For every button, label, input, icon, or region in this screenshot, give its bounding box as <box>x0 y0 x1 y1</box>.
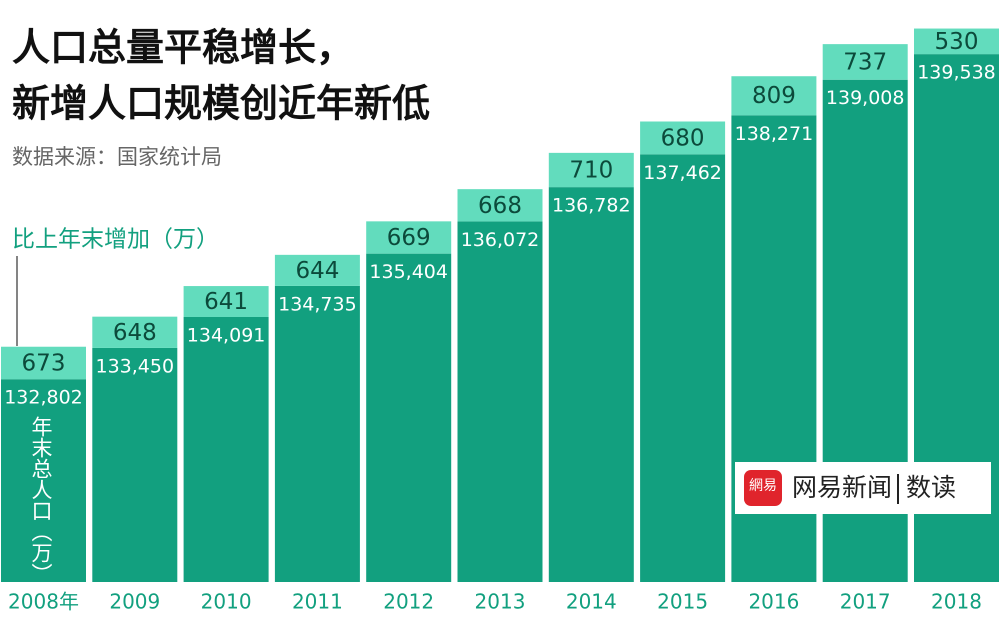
bar-population <box>366 253 452 582</box>
increase-label: 737 <box>843 49 887 75</box>
population-label: 138,271 <box>735 123 814 145</box>
increase-label: 710 <box>569 157 613 183</box>
increase-label: 668 <box>478 193 522 219</box>
increase-label: 644 <box>295 258 339 284</box>
title-line: 人口总量平稳增长， <box>12 26 354 70</box>
increase-label: 530 <box>935 29 979 55</box>
x-tick-label: 2011 <box>292 590 343 614</box>
bar-increase <box>92 316 178 348</box>
increase-label: 673 <box>22 350 66 376</box>
population-label: 137,462 <box>643 162 722 184</box>
bar-increase <box>366 221 452 254</box>
x-tick-label: 2013 <box>475 590 526 614</box>
increase-label: 648 <box>113 320 157 346</box>
logo-icon <box>744 470 782 506</box>
bar-increase <box>183 286 269 317</box>
bar-increase <box>822 44 908 80</box>
bar-population <box>274 285 360 582</box>
legend-population: 年末总人口（万） <box>29 416 53 584</box>
bar-increase <box>1 346 86 380</box>
bar-increase <box>914 28 999 55</box>
x-tick-label: 2009 <box>109 590 160 614</box>
population-label: 132,802 <box>4 387 83 409</box>
bar-population <box>92 347 178 582</box>
bar-population <box>640 154 726 582</box>
x-tick-label: 2008年 <box>8 590 79 614</box>
x-tick-label: 2016 <box>748 590 799 614</box>
bar-increase <box>274 254 360 286</box>
x-tick-label: 2010 <box>201 590 252 614</box>
x-tick-label: 2012 <box>383 590 434 614</box>
increase-label: 641 <box>204 289 248 315</box>
increase-label: 680 <box>661 125 705 151</box>
population-label: 136,072 <box>461 229 540 251</box>
bar-increase <box>548 152 634 188</box>
logo-text: 网易新闻 <box>792 473 892 502</box>
bar-population <box>457 221 543 582</box>
x-tick-label: 2017 <box>840 590 891 614</box>
x-tick-label: 2018 <box>931 590 982 614</box>
legend-increase: 比上年末增加（万） <box>12 227 219 253</box>
bar-increase <box>640 121 726 155</box>
bar-population <box>1 379 86 582</box>
population-label: 134,091 <box>187 324 266 346</box>
population-label: 133,450 <box>96 355 175 377</box>
increase-label: 809 <box>752 83 796 109</box>
population-label: 139,538 <box>917 62 996 84</box>
bar-population <box>548 187 634 582</box>
bar-population <box>183 316 269 582</box>
logo: 網易 网易新闻 数读 <box>735 462 991 514</box>
population-label: 136,782 <box>552 195 631 217</box>
x-tick-label: 2014 <box>566 590 617 614</box>
increase-label: 669 <box>387 225 431 251</box>
bar-increase <box>457 189 543 222</box>
population-label: 139,008 <box>826 87 905 109</box>
x-tick-label: 2015 <box>657 590 708 614</box>
bar-increase <box>731 76 817 116</box>
population-label: 135,404 <box>369 261 448 283</box>
logo-sub: 数读 <box>906 473 956 502</box>
logo-icon-text: 網易 <box>749 478 777 494</box>
title-line: 新增人口规模创近年新低 <box>12 82 430 126</box>
population-label: 134,735 <box>278 293 357 315</box>
source: 数据来源：国家统计局 <box>12 145 222 169</box>
